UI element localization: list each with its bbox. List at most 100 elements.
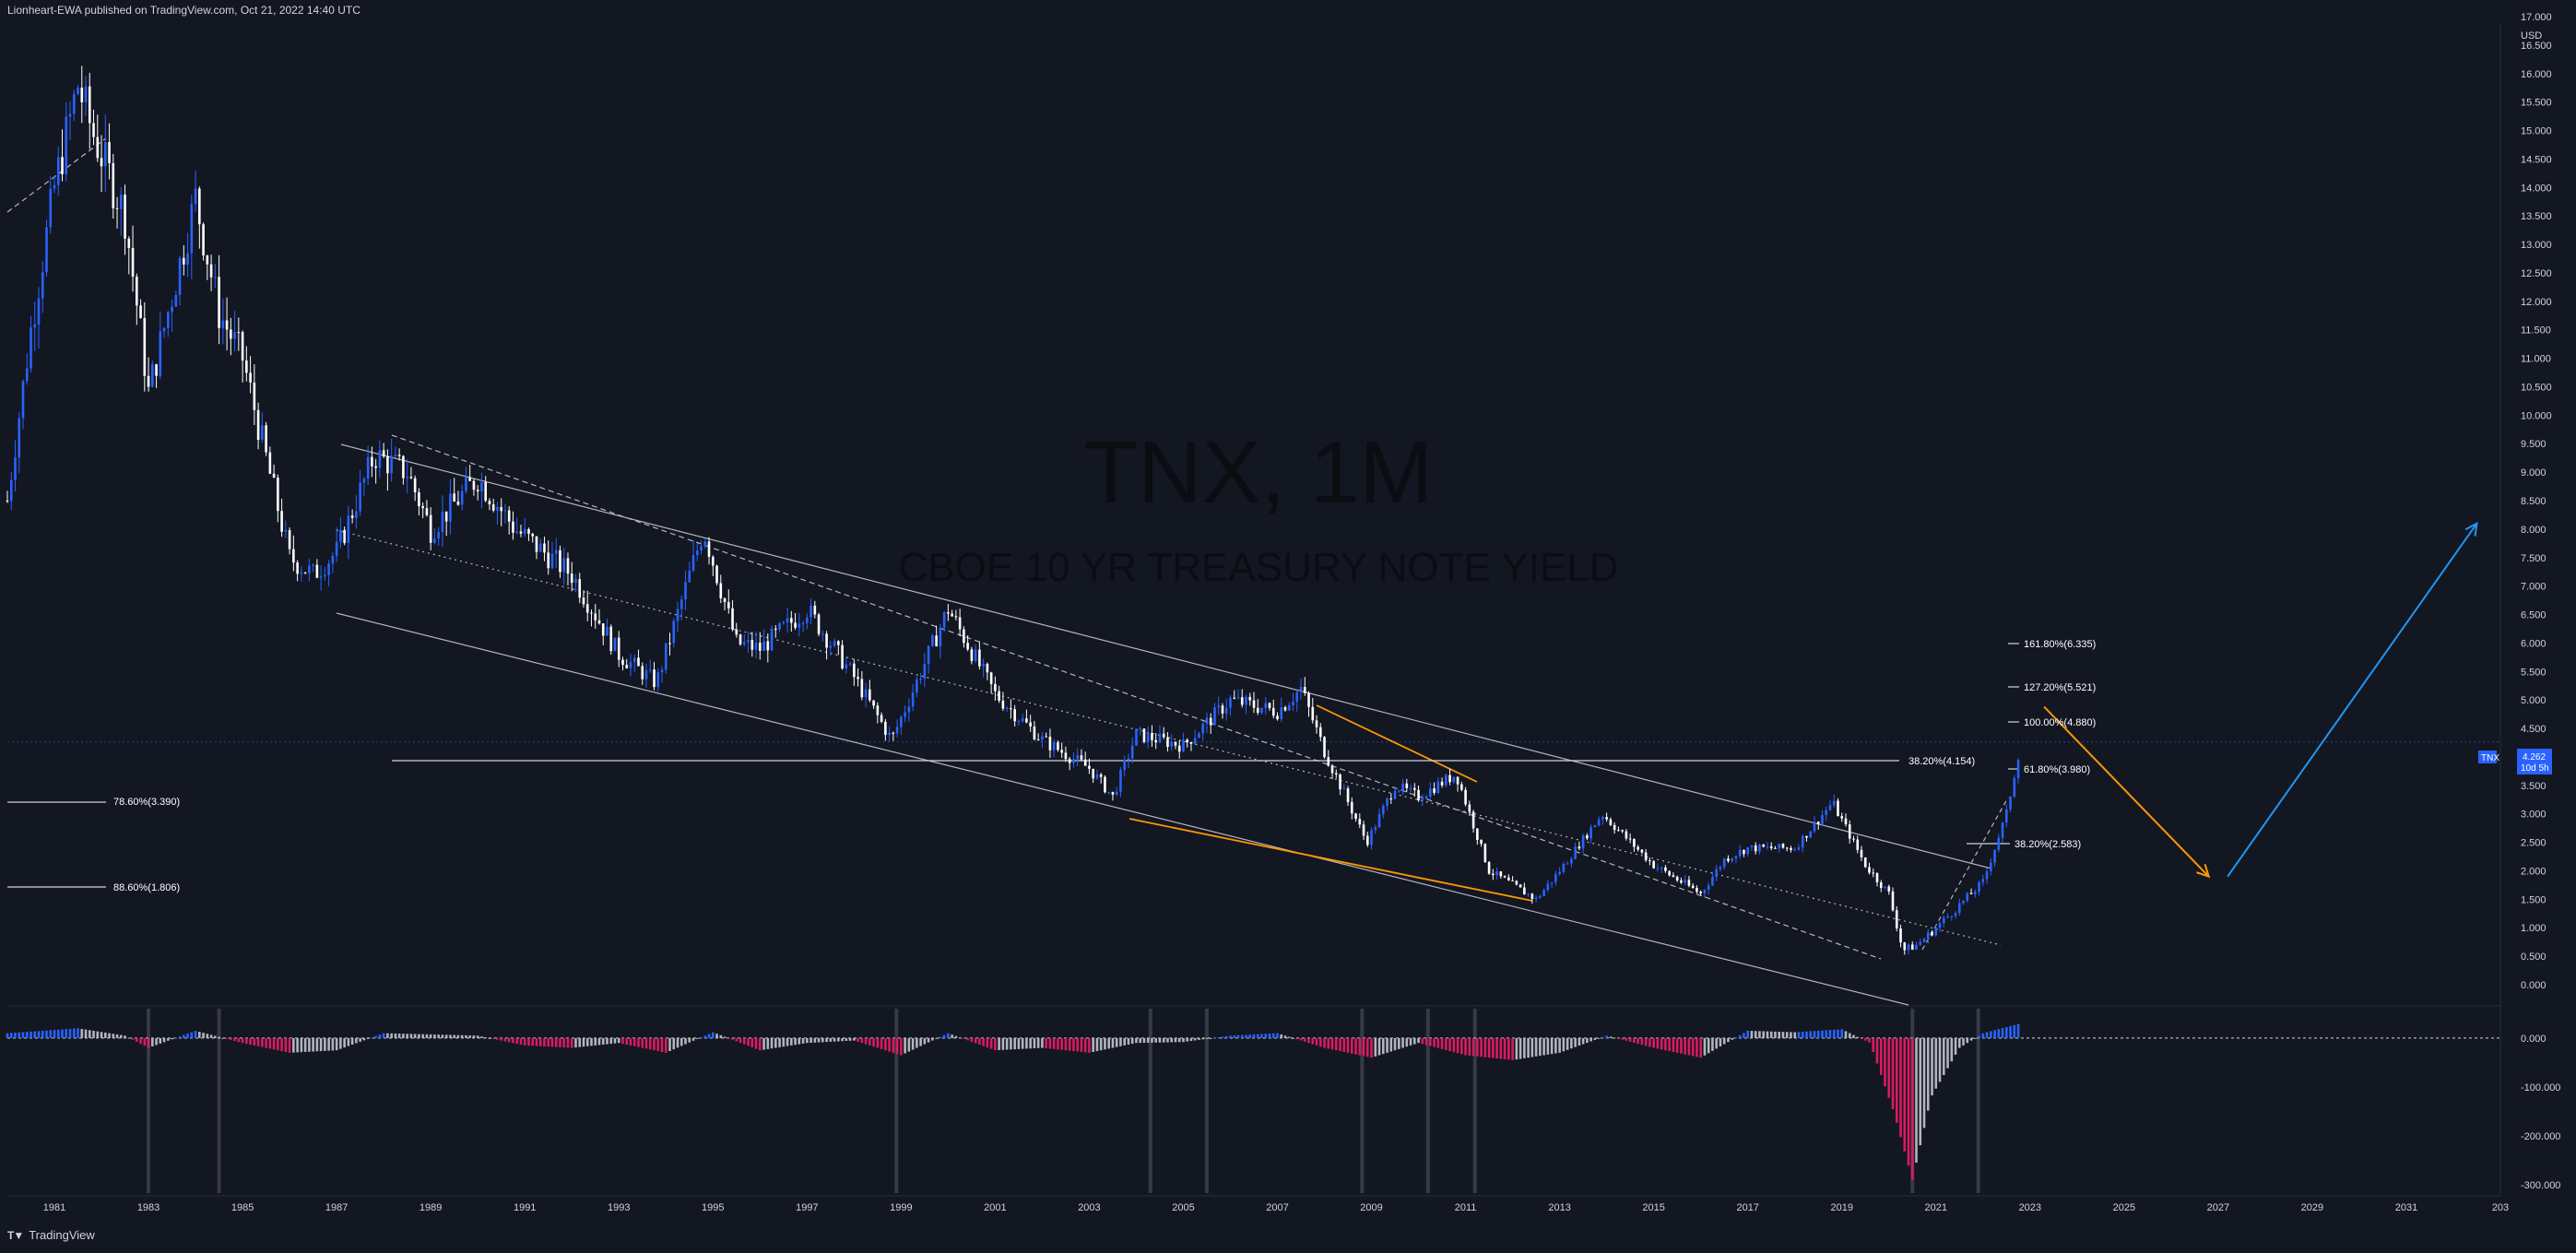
candle-body [747,640,750,643]
osc-bar [1370,1037,1373,1058]
osc-bar [53,1030,56,1038]
candle-body [656,672,660,688]
osc-bar [1797,1032,1801,1038]
candle-body [225,320,229,330]
candle-body [171,306,173,313]
candle-body [402,455,405,479]
osc-bar [465,1034,467,1038]
candle-body [809,605,812,618]
footer-brand[interactable]: TradingView [29,1228,95,1242]
osc-bar [507,1037,511,1043]
candle-body [53,184,56,189]
candle-body [523,528,526,534]
candle-body [30,327,32,369]
candle-body [1382,806,1385,815]
candle-body [1664,867,1667,871]
osc-bar [535,1037,538,1046]
candle-body [1652,860,1655,869]
osc-bar [1805,1031,1808,1038]
osc-bar [1558,1037,1561,1053]
candle-body [1119,770,1122,792]
price-tick-label: 3.500 [2521,781,2546,792]
price-axis[interactable]: USD 17.000 16.500 16.000 15.500 15.000 14.500… [2521,12,2552,991]
osc-bar [864,1037,868,1045]
price-tick-label: 14.000 [2521,183,2552,194]
candle-body [1946,916,1949,918]
osc-bar [312,1037,314,1052]
candle-body [488,501,491,505]
osc-bar [1205,1037,1209,1039]
candle-body [261,425,264,440]
candle-body [198,188,201,225]
osc-bar [61,1029,64,1038]
candle-body [590,612,593,614]
time-tick-label: 2025 [2113,1202,2135,1213]
candle-body [1856,839,1860,850]
osc-bar [848,1037,852,1041]
osc-bar [1609,1036,1613,1038]
candle-body [1052,742,1056,751]
osc-bar [444,1034,448,1038]
osc-bar [1233,1035,1236,1038]
candle-body [1926,931,1930,940]
time-tick-label: 2003 [1078,1202,1100,1213]
symbol-badge-text: TNX [2481,753,2499,763]
candle-body [723,598,727,603]
candle-body [1005,708,1009,710]
time-tick-label: 2021 [1925,1202,1947,1213]
candle-body [916,679,918,692]
osc-bar [1421,1037,1424,1045]
candle-body [1805,835,1808,838]
candle-body [813,605,817,615]
price-tick-label: 15.500 [2521,98,2552,109]
osc-bar [1142,1037,1146,1044]
osc-bar [970,1037,974,1042]
candle-body [390,455,393,474]
osc-bar [845,1037,848,1042]
osc-bar [1468,1037,1471,1056]
candle-body [1280,706,1283,720]
osc-bar [1052,1037,1056,1049]
candle-body [167,312,170,328]
candle-body [1017,721,1021,723]
candle-body [1727,858,1730,861]
candle-body [617,637,620,660]
candle-body [413,478,417,492]
candle-body [1064,752,1068,760]
osc-bar [1668,1037,1671,1052]
osc-bar [1628,1037,1632,1042]
osc-bar [762,1037,765,1050]
time-axis[interactable]: 1981 1983 1985 1987 1989 1991 1993 1995 1997 1999… [43,1202,2509,1213]
candle-body [821,633,824,635]
osc-bar [703,1035,707,1038]
candle-body [574,579,577,584]
osc-bar [1703,1037,1707,1056]
candle-body [214,277,217,278]
osc-bar [1072,1037,1075,1052]
candle-body [21,381,25,419]
osc-bar [362,1037,366,1041]
osc-bar [296,1037,299,1053]
candle-body [61,157,64,174]
osc-bar [397,1034,401,1038]
candle-body [1515,881,1518,885]
osc-bar [139,1037,142,1045]
osc-bar [1840,1029,1844,1038]
candle-body [1429,788,1432,797]
osc-bar [900,1037,903,1056]
candle-body [1095,774,1099,779]
tradingview-logo-icon[interactable]: T▼ [7,1228,24,1242]
osc-bar [1170,1037,1174,1043]
oscillator-axis[interactable]: 0.000 -100.000 -200.000 -300.000 [2521,1034,2560,1191]
candle-body [609,626,613,652]
candle-body [1523,887,1526,895]
last-price-text: 4.262 [2523,752,2546,762]
candle-body [1680,880,1683,883]
osc-bar [1456,1037,1459,1054]
candle-body [554,550,558,554]
osc-bar [1746,1030,1749,1038]
candle-body [719,583,723,599]
candle-body [1174,741,1177,746]
osc-bar [880,1037,883,1049]
